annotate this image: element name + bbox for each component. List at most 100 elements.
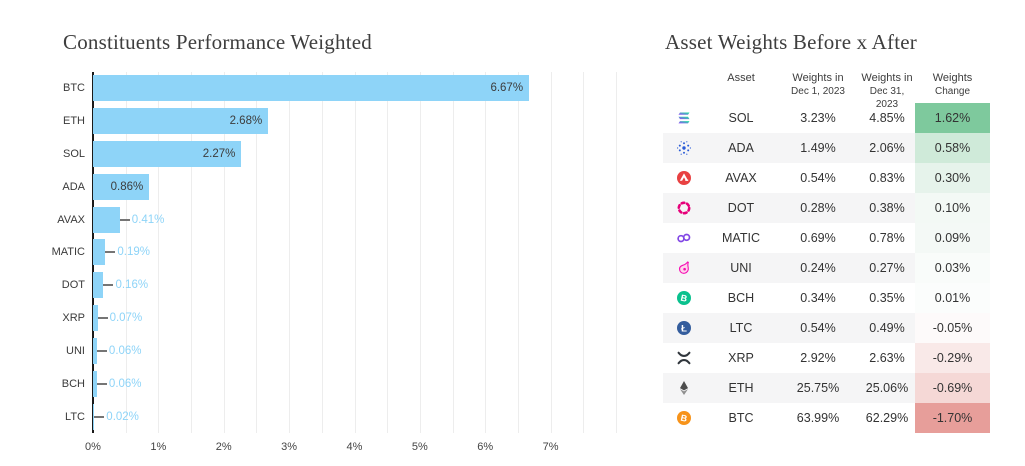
weight-change-cell: 0.30% [915, 163, 990, 193]
weight-after-cell: 0.38% [869, 201, 905, 215]
bar-value-label: 2.27% [202, 148, 236, 161]
weight-after-cell: 2.06% [869, 141, 905, 155]
x-axis-tick-label: 6% [477, 441, 494, 453]
weight-after-cell: 62.29% [865, 411, 909, 425]
chart-row-ltc: LTC 0.02% [65, 400, 616, 433]
x-axis-tick-label: 7% [542, 441, 559, 453]
x-axis-tick-label: 3% [281, 441, 298, 453]
chart-row-bch: BCH 0.06% [62, 367, 616, 400]
weight-after-cell: 0.83% [869, 171, 905, 185]
asset-weights-table: Asset Weights in Dec 1, 2023 Weights in Dec … [663, 70, 990, 433]
table-body: SOL 3.23% 4.85% 1.62% ADA 1.49% 2.06% 0.58% AVAX… [663, 103, 990, 433]
label-leader-line [103, 284, 114, 287]
uni-icon [679, 261, 690, 274]
bar-value-label: 0.16% [103, 279, 148, 291]
eth-icon [680, 381, 688, 395]
asset-cell: ADA [728, 141, 754, 155]
weight-after-cell: 0.49% [869, 321, 905, 335]
column-header [663, 70, 705, 103]
bar-xrp [93, 305, 98, 332]
table-row-uni: UNI 0.24% 0.27% 0.03% [663, 253, 990, 283]
weight-before-cell: 0.54% [800, 321, 836, 335]
chart-row-eth: ETH 2.68% [63, 105, 616, 138]
gridline [158, 72, 160, 433]
performance-bar-chart: BTC 6.67% ETH 2.68% SOL 2.27% ADA 0.86% AVAX 0.41… [52, 72, 617, 453]
chart-row-dot: DOT 0.16% [62, 269, 616, 302]
y-axis-label: DOT [61, 279, 85, 292]
table-row-btc: B BTC 63.99% 62.29% -1.70% [663, 403, 990, 433]
weight-before-cell: 0.69% [800, 231, 836, 245]
weight-change-cell: 1.62% [915, 103, 990, 133]
bar-btc: 6.67% [93, 75, 530, 102]
weight-before-cell: 0.54% [800, 171, 836, 185]
bar-ada: 0.86% [93, 173, 150, 200]
x-axis-tick-label: 2% [215, 441, 232, 453]
bar-dot [93, 272, 104, 299]
y-axis-label: UNI [66, 344, 85, 357]
y-axis-label: LTC [65, 410, 85, 423]
y-axis-label: MATIC [51, 246, 85, 259]
table-row-ada: ADA 1.49% 2.06% 0.58% [663, 133, 990, 163]
bar-eth: 2.68% [93, 108, 269, 135]
sol-icon [678, 112, 690, 124]
weight-before-cell: 63.99% [796, 411, 840, 425]
label-leader-line [105, 251, 116, 254]
svg-text:B: B [680, 413, 689, 424]
bch-icon: B [677, 291, 691, 305]
chart-row-uni: UNI 0.06% [66, 335, 616, 368]
chart-row-ada: ADA 0.86% [62, 170, 616, 203]
y-axis-label: SOL [62, 148, 85, 161]
gridline [191, 72, 193, 433]
asset-cell: UNI [730, 261, 752, 275]
chart-title: Constituents Performance Weighted [63, 30, 372, 54]
chart-row-sol: SOL 2.27% [63, 138, 616, 171]
bar-ltc [93, 403, 95, 430]
chart-row-avax: AVAX 0.41% [57, 203, 616, 236]
bar-value-label: 6.67% [490, 82, 524, 95]
gridline [256, 72, 258, 433]
bar-sol: 2.27% [93, 141, 242, 168]
x-axis-tick-label: 5% [411, 441, 428, 453]
y-axis-label: AVAX [57, 213, 85, 226]
weight-after-cell: 25.06% [865, 381, 909, 395]
gridline [583, 72, 585, 433]
gridline [289, 72, 291, 433]
asset-cell: MATIC [722, 231, 760, 245]
table-row-matic: MATIC 0.69% 0.78% 0.09% [663, 223, 990, 253]
bar-value-label: 0.07% [97, 312, 142, 324]
gridline [419, 72, 421, 433]
y-axis-label: XRP [62, 312, 85, 325]
label-leader-line [119, 218, 130, 221]
x-axis-tick-label: 4% [346, 441, 363, 453]
xrp-icon [677, 351, 691, 365]
gridline [550, 72, 552, 433]
y-axis-label: ETH [63, 115, 85, 128]
y-axis-label: BTC [63, 82, 85, 95]
weight-after-cell: 0.35% [869, 291, 905, 305]
label-leader-line [96, 349, 107, 352]
gridline [616, 72, 617, 433]
x-axis-tick-label: 0% [85, 441, 101, 453]
svg-text:Ł: Ł [681, 323, 687, 334]
weight-change-cell: 0.58% [915, 133, 990, 163]
weight-after-cell: 4.85% [869, 111, 905, 125]
asset-cell: ETH [728, 381, 754, 395]
bar-bch [93, 370, 97, 397]
weight-change-cell: -0.05% [915, 313, 990, 343]
matic-icon [677, 233, 691, 243]
asset-cell: XRP [728, 351, 754, 365]
bar-uni [93, 337, 97, 364]
weight-change-cell: -0.29% [915, 343, 990, 373]
asset-cell: LTC [729, 321, 753, 335]
weight-change-cell: -1.70% [915, 403, 990, 433]
ltc-icon: Ł [677, 321, 691, 335]
weight-change-cell: 0.10% [915, 193, 990, 223]
label-leader-line [97, 317, 108, 320]
gridline [452, 72, 454, 433]
weight-before-cell: 1.49% [800, 141, 836, 155]
table-row-sol: SOL 3.23% 4.85% 1.62% [663, 103, 990, 133]
svg-text:B: B [680, 293, 689, 304]
column-header: Weights in Dec 1, 2023 [791, 72, 845, 98]
weight-after-cell: 0.78% [869, 231, 905, 245]
gridline [517, 72, 519, 433]
